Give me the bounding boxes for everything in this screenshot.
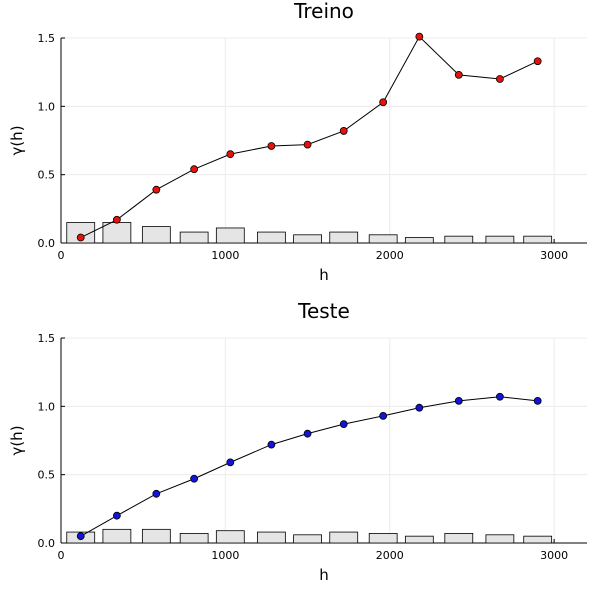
x-tick-label: 0 (58, 549, 65, 562)
variogram-point (267, 440, 276, 449)
variogram-point (76, 532, 85, 541)
histogram-bar (329, 531, 359, 544)
chart-panel-1: 0 1000 2000 3000 0.0 0.5 1.0 1.5 Treino h γ(h) (8, 0, 587, 284)
y-tick-label: 1.0 (38, 100, 56, 113)
variogram-point (495, 392, 504, 401)
variogram-point (415, 403, 424, 412)
x-tick-label: 2000 (376, 549, 404, 562)
variogram-point (495, 75, 504, 83)
y-tick-label: 0.5 (38, 169, 56, 182)
y-tick-label: 0.0 (38, 537, 56, 550)
histogram-bar (257, 231, 286, 244)
chart-title: Treino (293, 0, 354, 23)
histogram-bar (368, 234, 398, 244)
histogram-bar (368, 533, 398, 544)
x-tick-label: 2000 (376, 249, 404, 262)
variogram-point (303, 429, 312, 438)
variogram-point (454, 71, 463, 79)
variogram-point (415, 32, 424, 41)
variogram-point (112, 215, 121, 224)
y-axis-label: γ(h) (8, 425, 26, 455)
histogram-bar (179, 533, 209, 544)
y-tick-label: 1.5 (38, 332, 56, 345)
variogram-point (303, 140, 312, 149)
variogram-point (339, 127, 348, 135)
variogram-point (533, 396, 542, 405)
variogram-point (379, 98, 388, 107)
histogram-bar (102, 528, 132, 544)
variogram-point (339, 420, 348, 429)
histogram-bar (257, 531, 286, 544)
histogram-bar (215, 227, 245, 244)
x-tick-label: 3000 (540, 549, 568, 562)
chart-title: Teste (297, 299, 350, 323)
histogram-bar (215, 530, 245, 544)
histogram-bar (485, 235, 515, 244)
variogram-point (112, 511, 121, 520)
y-tick-label: 1.0 (38, 400, 56, 413)
histogram-bar (404, 237, 434, 244)
y-tick-label: 0.5 (38, 469, 56, 482)
histogram-bar (523, 535, 553, 544)
x-tick-label: 3000 (540, 249, 568, 262)
chart-panel-2: 0 1000 2000 3000 0.0 0.5 1.0 1.5 Teste h γ(h) (8, 299, 587, 584)
x-tick-label: 1000 (211, 249, 239, 262)
variogram-point (190, 165, 199, 174)
variogram-point (152, 489, 161, 498)
x-axis-label: h (319, 266, 329, 284)
variogram-point (226, 150, 235, 159)
x-tick-label: 1000 (211, 549, 239, 562)
histogram-bar (523, 235, 553, 244)
histogram-bar (444, 235, 474, 244)
y-tick-label: 0.0 (38, 237, 56, 250)
variogram-point (454, 396, 463, 405)
x-tick-label: 0 (58, 249, 65, 262)
histogram-bar (404, 535, 434, 544)
x-axis-label: h (319, 566, 329, 584)
variogram-line (80, 396, 538, 537)
histogram-bar (293, 534, 322, 544)
variogram-point (76, 233, 85, 242)
variogram-point (379, 411, 388, 420)
histogram-bar (293, 234, 322, 244)
histogram-bar (141, 226, 171, 244)
histogram-bar (485, 534, 515, 544)
variogram-point (190, 474, 199, 483)
y-tick-label: 1.5 (38, 32, 56, 45)
variogram-point (533, 57, 542, 66)
histogram-bar (141, 528, 171, 544)
variogram-point (267, 142, 276, 150)
histogram-bar (179, 231, 209, 244)
y-axis-label: γ(h) (8, 125, 26, 155)
variogram-point (226, 458, 235, 467)
histogram-bar (444, 533, 474, 544)
histogram-bar (66, 222, 96, 244)
histogram-bar (102, 222, 132, 244)
variogram-line (80, 35, 538, 238)
variogram-point (152, 185, 161, 194)
histogram-bar (329, 231, 359, 244)
